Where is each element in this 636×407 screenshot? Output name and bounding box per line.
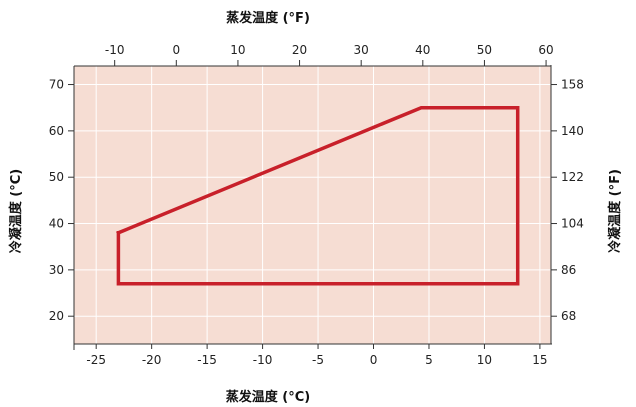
y-right-tick-label: 104 [561, 217, 584, 231]
x-top-tick-label: 50 [477, 43, 492, 57]
ticks: -25 -20 -15 -10 -5 0 5 10 15 -10 0 10 20 30 40 50 60 20 30… [49, 43, 584, 367]
y-right-tick-label: 122 [561, 170, 584, 184]
x-bottom-tick-label: -15 [197, 353, 217, 367]
y-right-tick-label: 86 [561, 263, 576, 277]
x-bottom-tick-label: -5 [312, 353, 324, 367]
y-left-tick-label: 70 [49, 78, 64, 92]
x-bottom-tick-label: -10 [253, 353, 273, 367]
series-layer [116, 105, 520, 286]
x-top-tick-label: 30 [354, 43, 369, 57]
y-left-tick-label: 50 [49, 170, 64, 184]
y-right-tick-label: 158 [561, 78, 584, 92]
x-top-tick-label: 10 [230, 43, 245, 57]
y-left-tick-label: 30 [49, 263, 64, 277]
envelope-line [116, 105, 520, 286]
x-bottom-tick-label: 5 [425, 353, 433, 367]
y-left-tick-label: 40 [49, 217, 64, 231]
plot-background [74, 66, 551, 344]
grid-lines [74, 66, 551, 344]
y-right-tick-label: 68 [561, 309, 576, 323]
x-top-tick-label: 0 [172, 43, 180, 57]
y-left-tick-label: 20 [49, 309, 64, 323]
x-top-axis-title: 蒸发温度 (°F) [226, 10, 310, 26]
x-bottom-tick-label: 10 [477, 353, 492, 367]
x-top-tick-label: -10 [105, 43, 125, 57]
axes [73, 65, 552, 350]
x-top-tick-label: 60 [538, 43, 553, 57]
y-left-tick-label: 60 [49, 124, 64, 138]
y-left-axis-title: 冷凝温度 (°C) [8, 169, 24, 253]
x-top-tick-label: 20 [292, 43, 307, 57]
x-bottom-axis-title: 蒸发温度 (°C) [226, 389, 310, 405]
y-right-axis-title: 冷凝温度 (°F) [607, 169, 623, 253]
x-bottom-tick-label: 0 [370, 353, 378, 367]
x-top-tick-label: 40 [415, 43, 430, 57]
y-right-tick-label: 140 [561, 124, 584, 138]
x-bottom-tick-label: -25 [86, 353, 106, 367]
x-bottom-tick-label: -20 [142, 353, 162, 367]
x-bottom-tick-label: 15 [532, 353, 547, 367]
